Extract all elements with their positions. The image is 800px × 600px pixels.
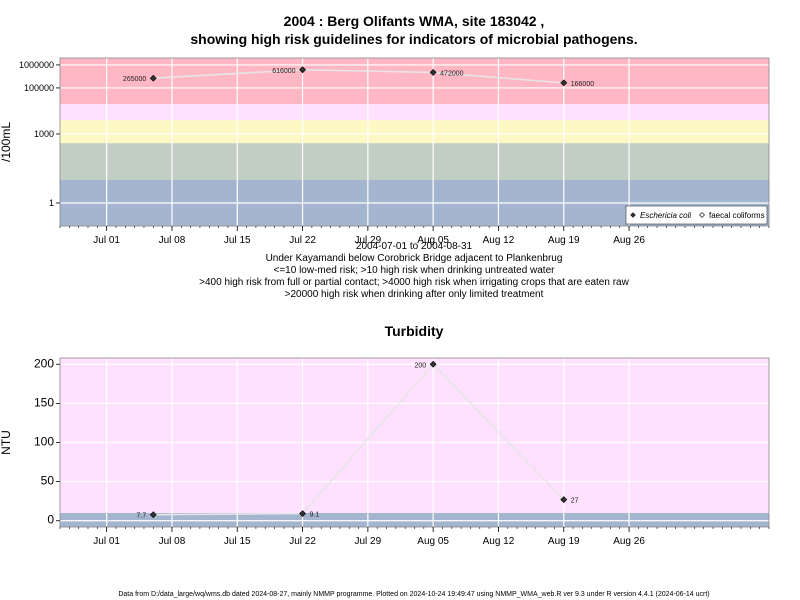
data-label: 27 [571, 498, 579, 505]
x-tick-label: Jul 15 [224, 536, 251, 547]
chart1-subtitle-line1: 2004-07-01 to 2004-08-31 [356, 241, 473, 252]
chart1-title-line2: showing high risk guidelines for indicat… [190, 31, 637, 47]
x-tick-label: Jul 08 [159, 235, 186, 246]
data-label: 7.7 [137, 513, 147, 520]
data-label: 265000 [123, 76, 146, 83]
x-tick-label: Jul 22 [289, 536, 316, 547]
chart2-plot-area: 0 50 100 150 200 Jul 01 Jul 08 Jul 15 Jul 22 Jul … [0, 356, 770, 547]
data-label: 200 [414, 362, 426, 369]
chart1-subtitle-line4: >400 high risk from full or partial cont… [199, 277, 629, 288]
y-axis-label: /100mL [0, 122, 13, 162]
legend-label-ecoli: Eschericia coli [640, 211, 691, 220]
data-label: 9.1 [310, 512, 320, 519]
data-label: 616000 [272, 68, 295, 75]
series-line [153, 68, 564, 84]
x-tick-label: Jul 01 [93, 536, 120, 547]
risk-band [60, 58, 769, 105]
legend-marker-filled [630, 212, 636, 218]
x-tick-label: Aug 26 [613, 235, 645, 246]
data-point [299, 510, 306, 518]
data-point [149, 511, 157, 519]
risk-band [60, 120, 769, 144]
y-tick-label: 100 [34, 435, 54, 449]
data-label: 166000 [571, 81, 594, 88]
x-tick-label: Jul 15 [224, 235, 251, 246]
chart1-subtitle-line2: Under Kayamandi below Corobrick Bridge a… [266, 253, 563, 264]
x-tick-label: Jul 29 [355, 536, 382, 547]
chart1-plot-area: 1 1000 100000 1000000 Jul 01 Jul 08 Jul 15 Jul … [0, 57, 770, 246]
y-tick-label: 1 [49, 198, 54, 208]
data-point [429, 69, 437, 76]
y-tick-label: 50 [41, 474, 55, 488]
data-point [429, 360, 437, 368]
legend-label-faecal: faecal coliforms [709, 211, 765, 220]
data-point [560, 79, 568, 87]
chart1-legend: Eschericia coli faecal coliforms [625, 205, 768, 225]
y-axis-label: NTU [0, 430, 13, 455]
chart1-subtitle-line3: <=10 low-med risk; >10 high risk when dr… [274, 265, 556, 276]
x-tick-label: Aug 19 [548, 536, 580, 547]
legend-box [625, 205, 768, 225]
chart1-subtitle-line5: >20000 high risk when drinking after onl… [285, 289, 544, 300]
data-point [299, 66, 306, 74]
y-tick-label: 0 [47, 513, 54, 527]
x-tick-label: Aug 05 [417, 536, 449, 547]
x-tick-label: Jul 29 [355, 235, 382, 246]
x-tick-label: Aug 05 [417, 235, 449, 246]
x-tick-label: Jul 01 [93, 235, 120, 246]
y-tick-label: 200 [34, 356, 54, 370]
chart2-title: Turbidity [385, 323, 444, 339]
data-point [560, 496, 568, 504]
x-tick-label: Jul 08 [159, 536, 186, 547]
x-tick-label: Aug 12 [483, 235, 515, 246]
x-tick-label: Aug 26 [613, 536, 645, 547]
chart1-title-line1: 2004 : Berg Olifants WMA, site 183042 , [284, 13, 545, 29]
data-point [149, 74, 157, 82]
x-tick-label: Aug 19 [548, 235, 580, 246]
y-tick-label: 100000 [24, 83, 54, 93]
risk-band [60, 143, 769, 180]
footer-note: Data from D:/data_large/wq/wms.db dated … [118, 591, 709, 598]
y-tick-label: 150 [34, 395, 54, 409]
legend-marker-open [699, 212, 705, 218]
y-tick-label: 1000000 [19, 60, 54, 70]
x-tick-label: Jul 22 [289, 235, 316, 246]
risk-band [60, 104, 769, 121]
series-line [153, 363, 565, 516]
y-tick-label: 1000 [34, 129, 54, 139]
data-label: 472000 [440, 70, 463, 77]
risk-band [60, 358, 769, 513]
x-tick-label: Aug 12 [483, 536, 515, 547]
